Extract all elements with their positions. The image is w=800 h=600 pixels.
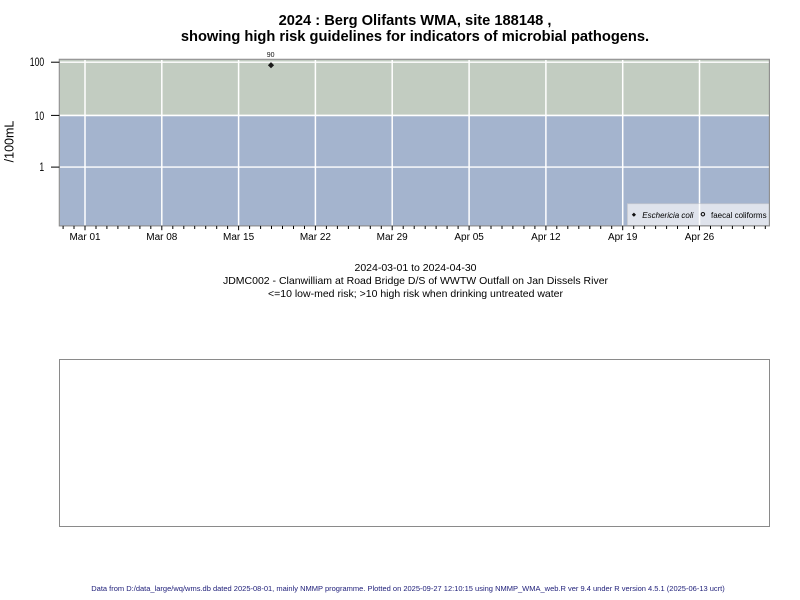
svg-text:faecal coliforms: faecal coliforms	[711, 211, 767, 220]
svg-text:Eschericia coli: Eschericia coli	[642, 211, 693, 220]
